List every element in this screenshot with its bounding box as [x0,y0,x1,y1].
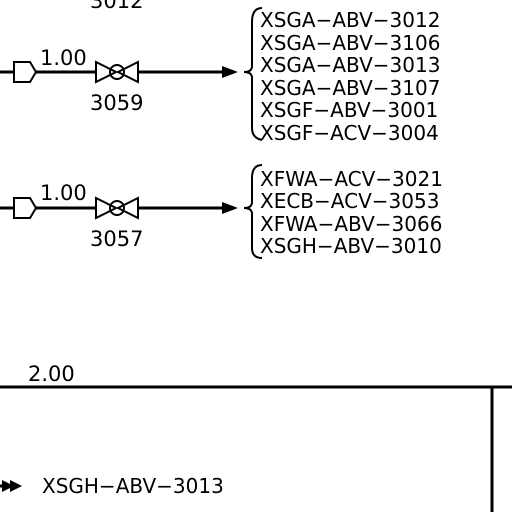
line-size-label: 1.00 [40,181,87,205]
destination-item: XECB−ACV−3053 [260,189,439,213]
destination-item: XSGA−ABV−3107 [260,76,440,100]
destination-item: XSGA−ABV−3013 [260,53,440,77]
destination-item: XSGH−ABV−3010 [260,234,442,258]
brace-symbol [243,7,263,141]
arrow-icon [222,66,238,78]
line-size-label: 1.00 [40,46,87,70]
branch-b: 1.00 3057 XFWA−ACV−3021 XECB−ACV−3053 XF… [0,164,443,259]
outlet-label: XSGH−ABV−3013 [42,474,224,498]
destination-item: XSGA−ABV−3106 [260,31,440,55]
destination-item: XSGF−ACV−3004 [260,121,439,145]
branch-a: 1.00 3059 XSGA−ABV−3012 XSGA−ABV−3106 XS… [0,7,440,145]
destination-item: XFWA−ACV−3021 [260,167,443,191]
valve-tag: 3057 [90,227,143,251]
top-cut-label: 3012 [90,0,143,13]
destination-item: XSGF−ABV−3001 [260,98,438,122]
arrow-icon [222,202,238,214]
gate-valve-icon [95,60,139,84]
reducer-symbol [13,197,38,219]
destination-item: XSGA−ABV−3012 [260,8,440,32]
valve-tag: 3059 [90,91,143,115]
reducer-symbol [13,61,38,83]
line-size-label: 2.00 [28,362,75,386]
destination-list: XFWA−ACV−3021 XECB−ACV−3053 XFWA−ABV−306… [260,167,443,258]
destination-item: XFWA−ABV−3066 [260,212,442,236]
gate-valve-icon [95,196,139,220]
double-arrow-icon [2,480,22,492]
destination-list: XSGA−ABV−3012 XSGA−ABV−3106 XSGA−ABV−301… [260,8,440,145]
header-section: 2.00 XSGH−ABV−3013 [0,362,512,512]
brace-symbol [243,164,263,259]
